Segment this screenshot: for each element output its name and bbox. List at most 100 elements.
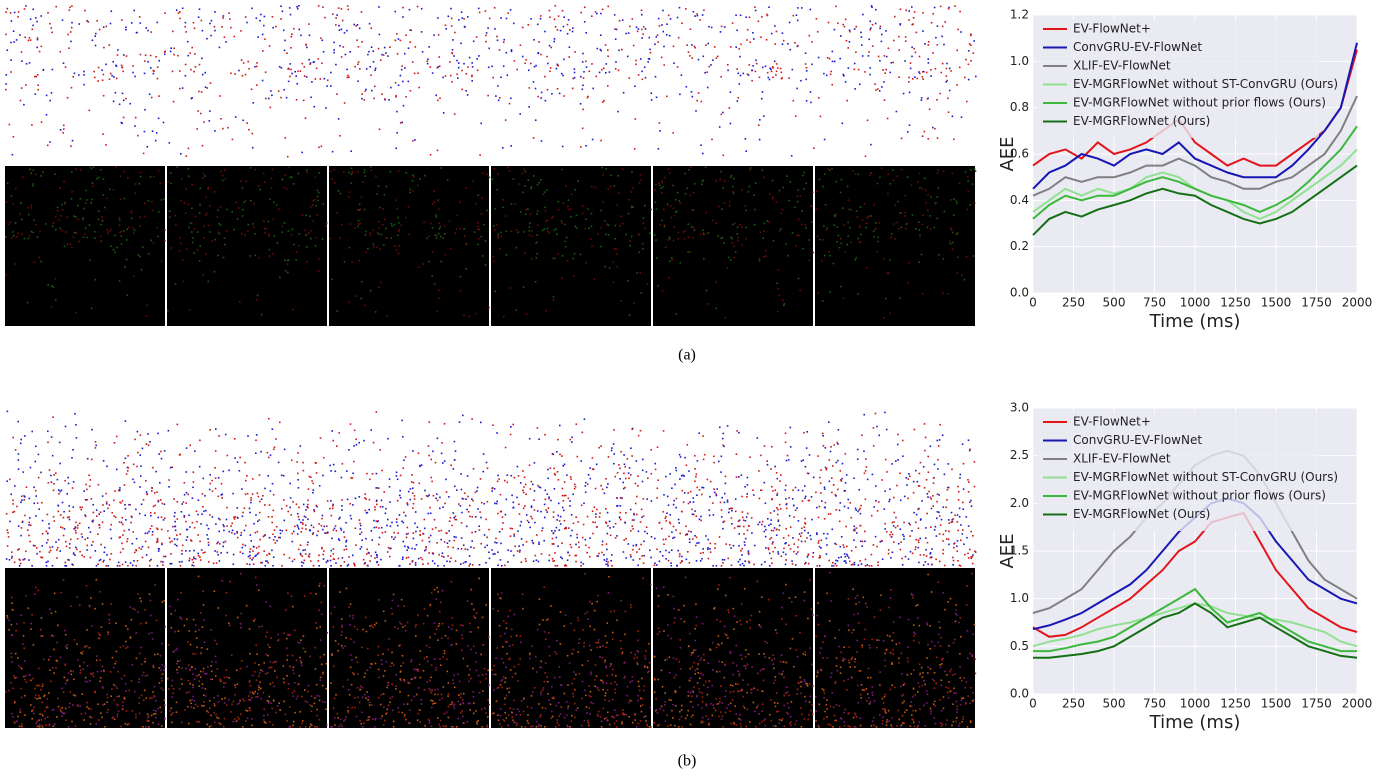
- event-dot: [496, 224, 498, 226]
- event-dot: [745, 227, 747, 229]
- event-dot: [573, 275, 575, 277]
- event-dot: [366, 553, 368, 555]
- event-dot: [625, 478, 627, 480]
- event-dot: [180, 243, 182, 245]
- event-dot: [729, 508, 731, 510]
- event-dot: [590, 238, 592, 240]
- event-dot: [961, 274, 963, 276]
- event-dot: [324, 78, 326, 80]
- event-dot: [914, 76, 916, 78]
- event-dot: [171, 466, 173, 468]
- event-dot: [730, 259, 732, 261]
- event-dot: [264, 232, 266, 234]
- event-dot: [487, 95, 489, 97]
- event-dot: [592, 139, 594, 141]
- event-dot: [49, 141, 51, 143]
- event-dot: [224, 36, 226, 38]
- event-dot: [502, 147, 504, 149]
- event-dot: [807, 556, 809, 558]
- event-dot: [442, 462, 444, 464]
- event-dot: [663, 511, 665, 513]
- event-dot: [875, 23, 877, 25]
- event-dot: [333, 42, 335, 44]
- event-dot: [520, 211, 522, 213]
- event-dot: [6, 558, 8, 560]
- event-dot: [264, 181, 266, 183]
- event-dot: [209, 120, 211, 122]
- event-dot: [38, 454, 40, 456]
- event-dot: [100, 559, 102, 561]
- caption: (b): [678, 753, 697, 770]
- event-dot: [417, 72, 419, 74]
- event-dot: [862, 220, 864, 222]
- event-dot: [222, 180, 224, 182]
- event-dot: [234, 457, 236, 459]
- event-dot: [856, 532, 858, 534]
- event-dot: [283, 475, 285, 477]
- event-dot: [678, 519, 680, 521]
- event-dot: [485, 562, 487, 564]
- event-dot: [537, 485, 539, 487]
- event-dot: [74, 528, 76, 530]
- event-dot: [901, 227, 903, 229]
- event-dot: [878, 222, 880, 224]
- event-dot: [280, 97, 282, 99]
- event-dot: [896, 485, 898, 487]
- event-dot: [609, 521, 611, 523]
- event-dot: [842, 123, 844, 125]
- event-dot: [861, 36, 863, 38]
- event-dot: [445, 28, 447, 30]
- event-dot: [898, 36, 900, 38]
- event-dot: [520, 482, 522, 484]
- event-dot: [620, 497, 622, 499]
- event-dot: [74, 554, 76, 556]
- event-dot: [533, 499, 535, 501]
- event-dot: [229, 18, 231, 20]
- event-dot: [544, 191, 546, 193]
- event-dot: [507, 561, 509, 563]
- event-dot: [513, 507, 515, 509]
- event-dot: [289, 177, 291, 179]
- event-dot: [510, 426, 512, 428]
- event-dot: [297, 513, 299, 515]
- event-dot: [117, 49, 119, 51]
- event-dot: [569, 500, 571, 502]
- event-dot: [905, 228, 907, 230]
- event-dot: [921, 254, 923, 256]
- event-dot: [315, 462, 317, 464]
- event-dot: [942, 435, 944, 437]
- event-dot: [197, 110, 199, 112]
- event-dot: [968, 439, 970, 441]
- event-dot: [608, 224, 610, 226]
- event-dot: [638, 74, 640, 76]
- event-dot: [772, 551, 774, 553]
- event-dot: [669, 522, 671, 524]
- event-dot: [14, 485, 16, 487]
- event-dot: [780, 213, 782, 215]
- event-dot: [908, 473, 910, 475]
- event-dot: [636, 514, 638, 516]
- event-dot: [203, 478, 205, 480]
- event-dot: [503, 316, 505, 318]
- event-dot: [552, 454, 554, 456]
- event-dot: [602, 544, 604, 546]
- event-dot: [529, 234, 531, 236]
- event-dot: [370, 234, 372, 236]
- event-dot: [698, 542, 700, 544]
- event-dot: [373, 50, 375, 52]
- event-dot: [632, 18, 634, 20]
- event-dot: [75, 168, 77, 170]
- event-dot: [219, 560, 221, 562]
- event-dot: [727, 501, 729, 503]
- event-dot: [114, 252, 116, 254]
- event-dot: [824, 139, 826, 141]
- event-dot: [568, 56, 570, 58]
- event-dot: [704, 454, 706, 456]
- event-dot: [452, 512, 454, 514]
- event-dot: [510, 98, 512, 100]
- event-dot: [946, 499, 948, 501]
- event-dot: [355, 544, 357, 546]
- event-dot: [683, 231, 685, 233]
- event-dot: [607, 563, 609, 565]
- event-dot: [849, 41, 851, 43]
